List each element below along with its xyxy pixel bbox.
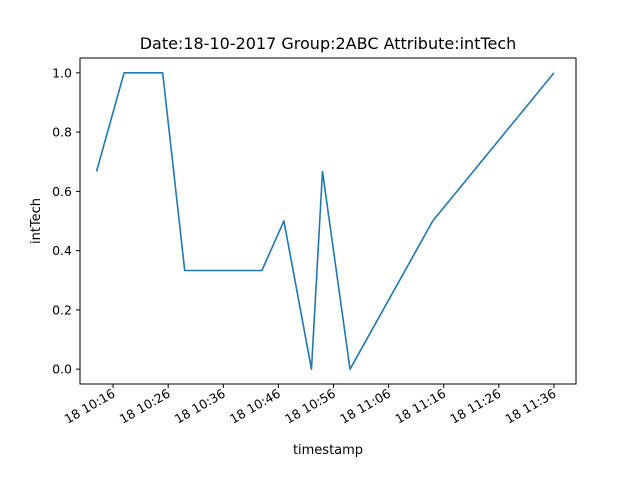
x-tick-label: 18 11:36 (503, 386, 559, 427)
x-axis-label: timestamp (293, 443, 363, 458)
y-tick-label: 0.6 (52, 184, 72, 199)
plot-frame (79, 57, 577, 385)
x-tick-label: 18 10:26 (117, 386, 173, 427)
y-tick-label: 0.2 (52, 302, 72, 317)
x-axis: 18 10:16 18 10:26 18 10:36 18 10:46 18 10:56… (62, 384, 559, 427)
x-tick-label: 18 11:16 (392, 386, 448, 427)
y-axis-label: intTech (29, 198, 44, 244)
x-tick-label: 18 11:06 (337, 386, 393, 427)
y-axis: 0.0 0.2 0.4 0.6 0.8 1.0 (52, 65, 80, 377)
x-tick-label: 18 10:16 (62, 386, 118, 427)
series-line-0 (95, 72, 555, 370)
y-tick-label: 0.8 (52, 125, 72, 140)
x-tick-label: 18 10:56 (282, 386, 338, 427)
y-tick-label: 0.0 (52, 362, 72, 377)
x-tick-label: 18 11:26 (447, 386, 503, 427)
y-tick-label: 0.4 (52, 243, 72, 258)
series-layer (95, 72, 555, 370)
y-tick-label: 1.0 (52, 65, 72, 80)
x-tick-label: 18 10:36 (172, 386, 228, 427)
x-tick-label: 18 10:46 (227, 386, 283, 427)
chart-title: Date:18-10-2017 Group:2ABC Attribute:int… (140, 34, 517, 53)
